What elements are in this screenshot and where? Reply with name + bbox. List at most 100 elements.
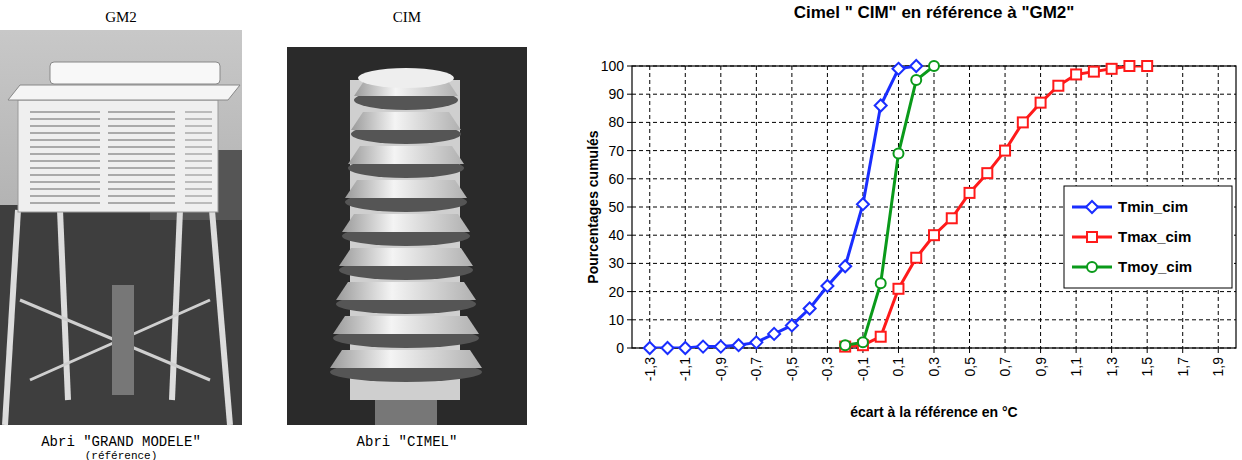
louvre	[108, 139, 175, 141]
series-line	[845, 66, 1147, 347]
tick-label: 1,1	[1068, 357, 1084, 377]
marker	[1124, 61, 1134, 71]
plate	[351, 112, 461, 130]
louvre	[185, 195, 212, 197]
shelter-leg	[172, 210, 180, 400]
tick-label: 90	[608, 86, 624, 102]
louvre	[30, 111, 100, 113]
tick-label: -0,7	[748, 357, 764, 381]
grid-line	[827, 66, 828, 348]
page: GM2CIMAbri "GRAND MODELE"(référence)Abri…	[0, 0, 1242, 460]
louvre	[185, 153, 212, 155]
tick	[969, 348, 970, 353]
louvre	[185, 181, 212, 183]
tick	[1111, 348, 1112, 353]
series-line	[650, 66, 916, 348]
grass	[0, 205, 242, 425]
legend-label: Tmax_cim	[1118, 228, 1191, 245]
tick	[627, 150, 632, 151]
louvre	[108, 167, 175, 169]
marker	[929, 61, 939, 71]
plot-frame	[632, 66, 1236, 348]
tick	[898, 348, 899, 353]
plate	[339, 248, 473, 266]
louvre	[30, 153, 100, 155]
louvre	[30, 132, 100, 134]
marker	[733, 339, 745, 351]
marker	[750, 336, 762, 348]
marker	[715, 341, 727, 353]
legend-box	[1064, 186, 1232, 288]
marker	[839, 260, 851, 272]
marker	[857, 198, 869, 210]
marker	[1036, 98, 1046, 108]
louvre	[108, 202, 175, 204]
tick-label: -0,3	[819, 357, 835, 381]
louvre	[108, 118, 175, 120]
louvre	[30, 195, 100, 197]
marker	[911, 253, 921, 263]
marker	[875, 99, 887, 111]
louvre	[108, 153, 175, 155]
marker	[876, 278, 886, 288]
grid-line	[756, 66, 757, 348]
marker	[893, 284, 903, 294]
shelter-leg	[212, 210, 230, 425]
louvre	[30, 174, 100, 176]
shelter-leg	[60, 210, 68, 400]
photo-note: (référence)	[85, 450, 158, 460]
series-lines	[650, 66, 1147, 348]
tick-label: 0	[616, 340, 624, 356]
grid-line	[1005, 66, 1006, 348]
tick	[627, 291, 632, 292]
marker	[840, 340, 850, 350]
plate	[342, 214, 470, 232]
louvre	[185, 160, 212, 162]
marker	[892, 63, 904, 75]
grid	[632, 66, 1236, 348]
marker	[929, 230, 939, 240]
marker	[697, 341, 709, 353]
background	[287, 47, 527, 425]
tick-label: 70	[608, 143, 624, 159]
grid-line	[969, 66, 970, 348]
tick	[627, 263, 632, 264]
louvre	[30, 118, 100, 120]
photo-title: GM2	[105, 9, 137, 25]
tick	[627, 319, 632, 320]
marker	[679, 342, 691, 354]
tick-label: 100	[601, 58, 625, 74]
chart-title: Cimel " CIM" en référence à "GM2"	[794, 3, 1075, 22]
legend-label: Tmin_cim	[1118, 198, 1188, 215]
tick-label: 1,5	[1139, 357, 1155, 377]
grid-line	[791, 66, 792, 348]
louvre	[108, 188, 175, 190]
photo-cimel	[287, 47, 527, 425]
photo-caption: Abri "CIMEL"	[357, 434, 458, 450]
marker	[821, 280, 833, 292]
marker	[876, 332, 886, 342]
marker	[768, 328, 780, 340]
tick-label: 1,9	[1210, 357, 1226, 377]
grid-line	[685, 66, 686, 348]
louvre	[108, 125, 175, 127]
tick-label: 40	[608, 227, 624, 243]
tick	[1182, 348, 1183, 353]
tick-label: 1,7	[1175, 357, 1191, 377]
louvre	[108, 181, 175, 183]
axes: 0102030405060708090100-1,3-1,1-0,9-0,7-0…	[601, 58, 1236, 381]
plate	[336, 282, 476, 300]
tick	[791, 348, 792, 353]
tick-label: 60	[608, 171, 624, 187]
marker	[982, 168, 992, 178]
sky	[0, 30, 242, 425]
tick-label: 20	[608, 284, 624, 300]
louvre	[108, 160, 175, 162]
shelter-leg	[5, 210, 18, 425]
marker	[1053, 81, 1063, 91]
marker	[1089, 67, 1099, 77]
marker	[804, 303, 816, 315]
louvre	[185, 188, 212, 190]
tick	[1218, 348, 1219, 353]
tick-label: 80	[608, 114, 624, 130]
